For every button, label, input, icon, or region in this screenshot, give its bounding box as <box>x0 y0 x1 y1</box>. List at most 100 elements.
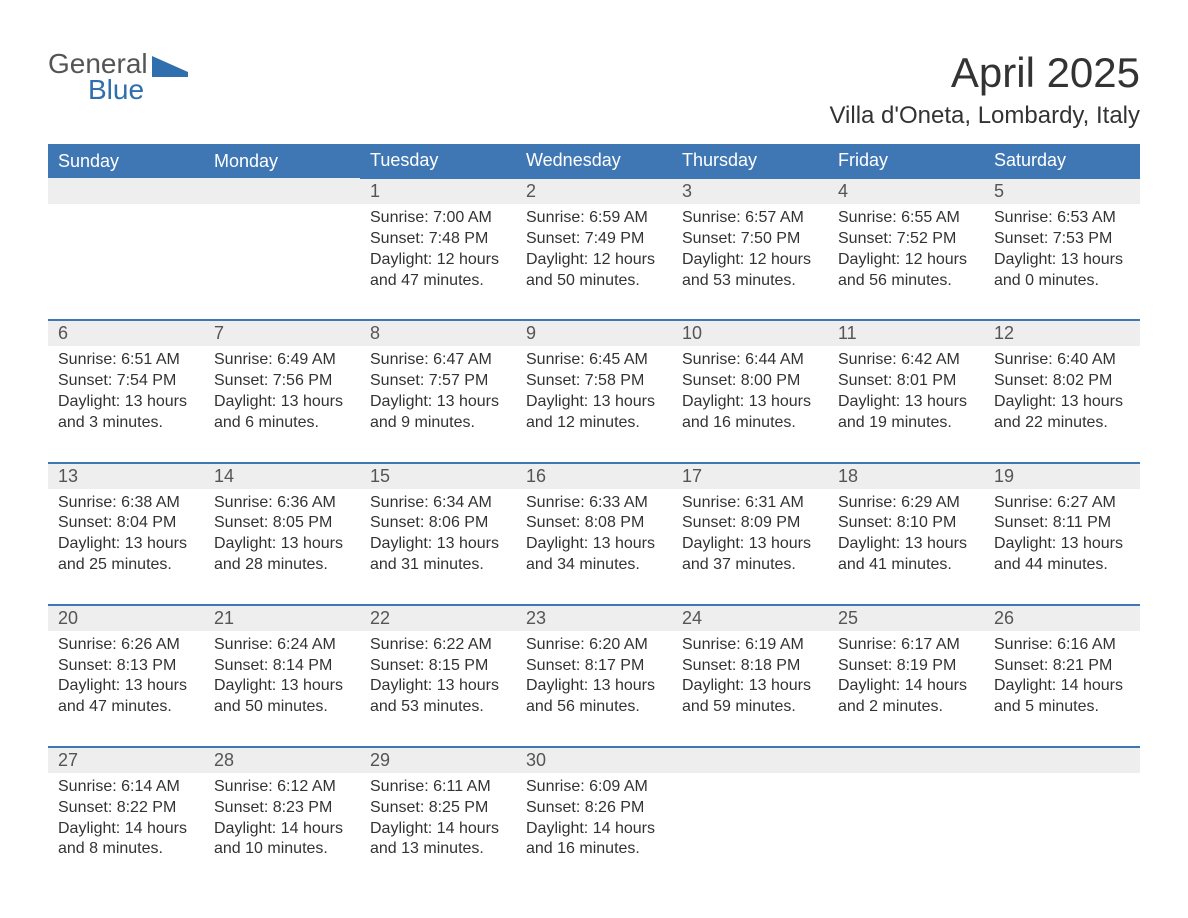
day-sr: Sunrise: 6:22 AM <box>370 635 506 656</box>
day-content-cell <box>672 773 828 888</box>
day-number-cell: 27 <box>48 747 204 773</box>
day-content-cell: Sunrise: 6:36 AMSunset: 8:05 PMDaylight:… <box>204 489 360 605</box>
day-number-cell: 28 <box>204 747 360 773</box>
day-number-cell: 29 <box>360 747 516 773</box>
day-d1: Daylight: 14 hours <box>994 676 1130 697</box>
day-ss: Sunset: 8:11 PM <box>994 513 1130 534</box>
weekday-header: Monday <box>204 144 360 178</box>
day-number-cell: 2 <box>516 178 672 204</box>
day-ss: Sunset: 8:06 PM <box>370 513 506 534</box>
day-number-cell: 15 <box>360 463 516 489</box>
day-number-cell: 10 <box>672 320 828 346</box>
day-number-cell: 20 <box>48 605 204 631</box>
day-number-cell: 8 <box>360 320 516 346</box>
day-sr: Sunrise: 6:36 AM <box>214 493 350 514</box>
day-content-cell: Sunrise: 6:40 AMSunset: 8:02 PMDaylight:… <box>984 346 1140 462</box>
day-content-cell <box>828 773 984 888</box>
day-ss: Sunset: 8:14 PM <box>214 656 350 677</box>
day-d1: Daylight: 14 hours <box>526 819 662 840</box>
page-title: April 2025 <box>829 50 1140 96</box>
day-number-cell: 5 <box>984 178 1140 204</box>
day-d2: and 56 minutes. <box>838 271 974 292</box>
day-d2: and 8 minutes. <box>58 839 194 860</box>
day-sr: Sunrise: 6:19 AM <box>682 635 818 656</box>
daynum-row: 13141516171819 <box>48 463 1140 489</box>
day-ss: Sunset: 8:19 PM <box>838 656 974 677</box>
day-d1: Daylight: 12 hours <box>526 250 662 271</box>
day-ss: Sunset: 7:56 PM <box>214 371 350 392</box>
day-d1: Daylight: 13 hours <box>838 392 974 413</box>
day-ss: Sunset: 8:25 PM <box>370 798 506 819</box>
day-content-cell: Sunrise: 6:16 AMSunset: 8:21 PMDaylight:… <box>984 631 1140 747</box>
daynum-row: 12345 <box>48 178 1140 204</box>
day-number-cell: 3 <box>672 178 828 204</box>
logo-flag-icon <box>152 54 188 85</box>
day-content-cell: Sunrise: 6:42 AMSunset: 8:01 PMDaylight:… <box>828 346 984 462</box>
day-sr: Sunrise: 6:16 AM <box>994 635 1130 656</box>
day-ss: Sunset: 7:49 PM <box>526 229 662 250</box>
day-ss: Sunset: 7:54 PM <box>58 371 194 392</box>
day-ss: Sunset: 8:17 PM <box>526 656 662 677</box>
day-d1: Daylight: 13 hours <box>682 392 818 413</box>
day-content-cell: Sunrise: 6:22 AMSunset: 8:15 PMDaylight:… <box>360 631 516 747</box>
day-d2: and 50 minutes. <box>214 697 350 718</box>
logo: General Blue <box>48 50 188 104</box>
day-d1: Daylight: 13 hours <box>58 392 194 413</box>
day-ss: Sunset: 7:50 PM <box>682 229 818 250</box>
day-sr: Sunrise: 6:51 AM <box>58 350 194 371</box>
day-content-cell: Sunrise: 6:24 AMSunset: 8:14 PMDaylight:… <box>204 631 360 747</box>
day-d1: Daylight: 13 hours <box>838 534 974 555</box>
location: Villa d'Oneta, Lombardy, Italy <box>829 102 1140 130</box>
day-number-cell: 9 <box>516 320 672 346</box>
day-d2: and 13 minutes. <box>370 839 506 860</box>
day-content-cell <box>204 204 360 320</box>
day-ss: Sunset: 8:00 PM <box>682 371 818 392</box>
day-number-cell: 25 <box>828 605 984 631</box>
day-ss: Sunset: 8:23 PM <box>214 798 350 819</box>
day-d1: Daylight: 14 hours <box>370 819 506 840</box>
day-ss: Sunset: 8:15 PM <box>370 656 506 677</box>
day-content-cell: Sunrise: 6:09 AMSunset: 8:26 PMDaylight:… <box>516 773 672 888</box>
day-content-cell: Sunrise: 6:34 AMSunset: 8:06 PMDaylight:… <box>360 489 516 605</box>
content-row: Sunrise: 7:00 AMSunset: 7:48 PMDaylight:… <box>48 204 1140 320</box>
day-sr: Sunrise: 6:27 AM <box>994 493 1130 514</box>
day-d1: Daylight: 14 hours <box>58 819 194 840</box>
day-d1: Daylight: 13 hours <box>994 534 1130 555</box>
day-d1: Daylight: 13 hours <box>58 676 194 697</box>
day-content-cell: Sunrise: 6:26 AMSunset: 8:13 PMDaylight:… <box>48 631 204 747</box>
day-number-cell: 30 <box>516 747 672 773</box>
day-content-cell: Sunrise: 6:33 AMSunset: 8:08 PMDaylight:… <box>516 489 672 605</box>
day-number-cell: 11 <box>828 320 984 346</box>
day-number-cell: 16 <box>516 463 672 489</box>
day-d2: and 19 minutes. <box>838 413 974 434</box>
day-d2: and 5 minutes. <box>994 697 1130 718</box>
day-d2: and 53 minutes. <box>682 271 818 292</box>
day-d2: and 47 minutes. <box>58 697 194 718</box>
day-d1: Daylight: 12 hours <box>370 250 506 271</box>
day-content-cell: Sunrise: 6:29 AMSunset: 8:10 PMDaylight:… <box>828 489 984 605</box>
day-d2: and 31 minutes. <box>370 555 506 576</box>
day-sr: Sunrise: 6:47 AM <box>370 350 506 371</box>
day-d2: and 50 minutes. <box>526 271 662 292</box>
weekday-header: Saturday <box>984 144 1140 178</box>
day-number-cell <box>984 747 1140 773</box>
day-d2: and 6 minutes. <box>214 413 350 434</box>
day-number-cell: 26 <box>984 605 1140 631</box>
calendar-table: Sunday Monday Tuesday Wednesday Thursday… <box>48 144 1140 888</box>
day-number-cell <box>672 747 828 773</box>
day-d2: and 2 minutes. <box>838 697 974 718</box>
day-d2: and 59 minutes. <box>682 697 818 718</box>
day-sr: Sunrise: 6:49 AM <box>214 350 350 371</box>
day-number-cell: 7 <box>204 320 360 346</box>
day-ss: Sunset: 8:21 PM <box>994 656 1130 677</box>
day-content-cell: Sunrise: 6:49 AMSunset: 7:56 PMDaylight:… <box>204 346 360 462</box>
day-d1: Daylight: 13 hours <box>370 676 506 697</box>
day-content-cell: Sunrise: 6:11 AMSunset: 8:25 PMDaylight:… <box>360 773 516 888</box>
day-d2: and 10 minutes. <box>214 839 350 860</box>
day-sr: Sunrise: 6:11 AM <box>370 777 506 798</box>
day-number-cell: 6 <box>48 320 204 346</box>
daynum-row: 20212223242526 <box>48 605 1140 631</box>
content-row: Sunrise: 6:51 AMSunset: 7:54 PMDaylight:… <box>48 346 1140 462</box>
day-content-cell: Sunrise: 6:12 AMSunset: 8:23 PMDaylight:… <box>204 773 360 888</box>
day-ss: Sunset: 8:26 PM <box>526 798 662 819</box>
